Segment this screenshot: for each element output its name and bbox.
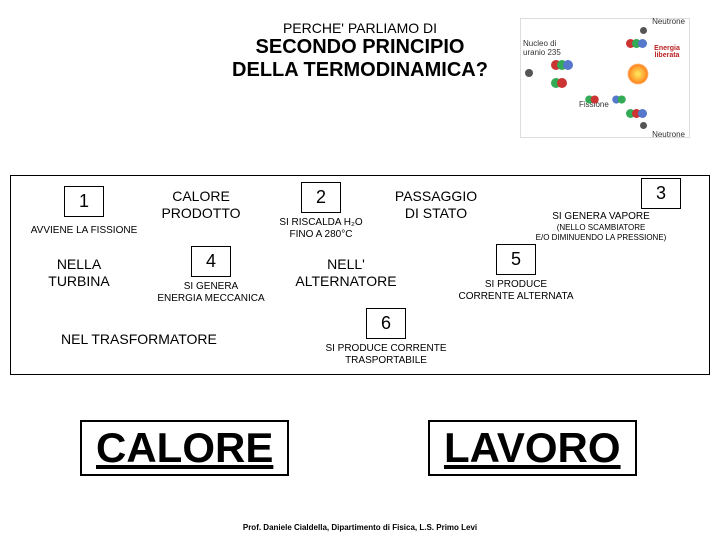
nucleo-label: Nucleo di uranio 235 bbox=[523, 39, 563, 57]
process-diagram: 1 AVVIENE LA FISSIONE CALORE PRODOTTO 2 … bbox=[10, 175, 710, 375]
step-1-box: 1 bbox=[64, 186, 104, 217]
big-calore: CALORE bbox=[80, 420, 289, 476]
step-3-sub2: (NELLO SCAMBIATORE bbox=[501, 223, 701, 233]
step-6-sub2: TRASPORTABILE bbox=[301, 355, 471, 367]
step-4-box: 4 bbox=[191, 246, 231, 277]
step-5-sub2: CORRENTE ALTERNATA bbox=[441, 291, 591, 303]
step-3-box: 3 bbox=[641, 178, 681, 209]
neutron-icon bbox=[525, 69, 533, 77]
passaggio-l2: DI STATO bbox=[386, 205, 486, 222]
calore-l1: CALORE bbox=[151, 188, 251, 205]
step-3-sub1: SI GENERA VAPORE bbox=[501, 211, 701, 223]
alt-l2: ALTERNATORE bbox=[281, 273, 411, 290]
energia-label: Energia liberata bbox=[647, 45, 687, 59]
uranium-cluster bbox=[551, 57, 573, 93]
turbina-l1: NELLA bbox=[29, 256, 129, 273]
fission-illustration: Neutrone Neutrone Nucleo di uranio 235 E… bbox=[520, 18, 690, 138]
neutron-out1 bbox=[640, 27, 647, 34]
step-2-box: 2 bbox=[301, 182, 341, 213]
alt-l1: NELL' bbox=[281, 256, 411, 273]
step-1-sub: AVVIENE LA FISSIONE bbox=[29, 225, 139, 237]
turbina-l2: TURBINA bbox=[29, 273, 129, 290]
fragment-top bbox=[626, 35, 647, 53]
step-4-sub1: SI GENERA bbox=[151, 281, 271, 293]
step-2-sub1: SI RISCALDA H₂O bbox=[266, 217, 376, 229]
energy-burst-icon bbox=[627, 63, 649, 85]
neutron-out2 bbox=[640, 122, 647, 129]
neutron-top-label: Neutrone bbox=[652, 17, 685, 26]
step-5-sub1: SI PRODUCE bbox=[441, 279, 591, 291]
split-cluster bbox=[585, 92, 625, 108]
big-lavoro: LAVORO bbox=[428, 420, 637, 476]
neutron-bot-label: Neutrone bbox=[652, 130, 685, 139]
calore-l2: PRODOTTO bbox=[151, 205, 251, 222]
trasformatore-label: NEL TRASFORMATORE bbox=[61, 331, 217, 347]
step-2-sub2: FINO A 280°C bbox=[266, 229, 376, 241]
step-4-sub2: ENERGIA MECCANICA bbox=[151, 293, 271, 305]
step-3-sub3: E/O DIMINUENDO LA PRESSIONE) bbox=[501, 233, 701, 243]
step-6-sub1: SI PRODUCE CORRENTE bbox=[301, 343, 471, 355]
fragment-bot bbox=[626, 105, 647, 123]
step-6-box: 6 bbox=[366, 308, 406, 339]
passaggio-l1: PASSAGGIO bbox=[386, 188, 486, 205]
footer-credit: Prof. Daniele Cialdella, Dipartimento di… bbox=[0, 523, 720, 532]
step-5-box: 5 bbox=[496, 244, 536, 275]
